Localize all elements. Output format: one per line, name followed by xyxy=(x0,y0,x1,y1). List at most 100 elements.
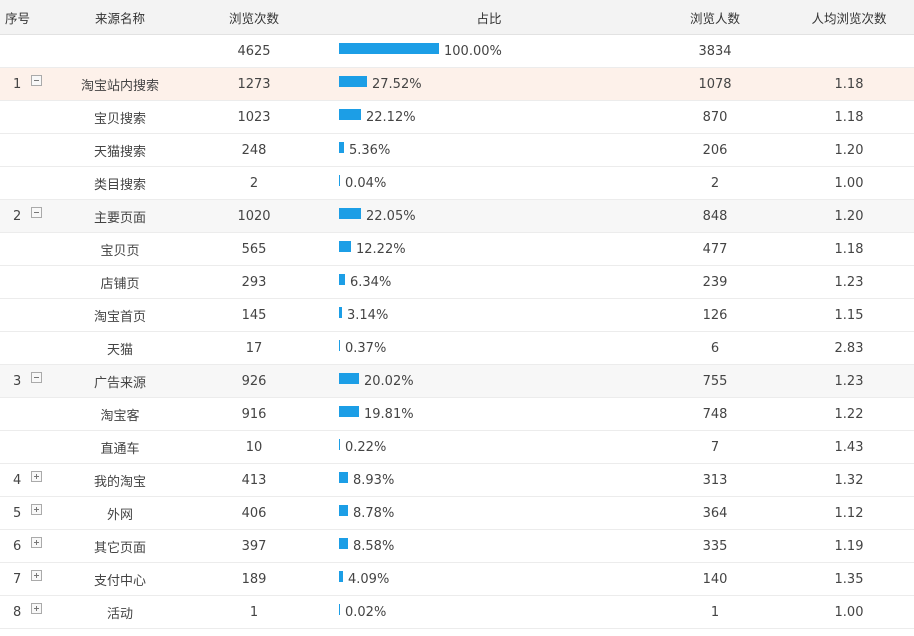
group-row: 1 淘宝站内搜索 1273 27.52% 1078 1.18 xyxy=(0,67,914,101)
column-header-avg-views: 人均浏览次数 xyxy=(784,0,914,35)
share-bar xyxy=(339,537,348,549)
total-avg-cell xyxy=(784,34,914,68)
avg-views-value: 1.32 xyxy=(784,463,914,497)
index-cell xyxy=(0,133,64,167)
collapse-icon[interactable] xyxy=(31,75,42,86)
table-row: 店铺页 293 6.34% 239 1.23 xyxy=(0,265,914,299)
share-percent: 8.93% xyxy=(353,472,395,488)
share-bar xyxy=(339,438,340,450)
index-cell xyxy=(0,430,64,464)
visitors-value: 2 xyxy=(646,166,784,200)
visitors-value: 140 xyxy=(646,562,784,596)
collapse-icon[interactable] xyxy=(31,207,42,218)
source-name: 天猫搜索 xyxy=(64,133,176,167)
share-percent: 8.78% xyxy=(353,505,395,521)
expand-icon[interactable] xyxy=(31,570,42,581)
share-percent: 27.52% xyxy=(372,76,422,92)
avg-views-value: 1.20 xyxy=(784,133,914,167)
share-cell: 8.78% xyxy=(332,496,646,530)
share-cell: 22.05% xyxy=(332,199,646,233)
total-share-cell: 100.00% xyxy=(332,34,646,68)
source-name: 淘宝客 xyxy=(64,397,176,431)
avg-views-value: 1.00 xyxy=(784,595,914,629)
table-row: 宝贝页 565 12.22% 477 1.18 xyxy=(0,232,914,266)
row-index: 4 xyxy=(13,472,22,488)
pageviews-value: 926 xyxy=(176,364,332,398)
share-bar xyxy=(339,570,343,582)
share-bar xyxy=(339,273,345,285)
column-header-visitors: 浏览人数 xyxy=(646,0,784,35)
index-cell xyxy=(0,232,64,266)
expand-icon[interactable] xyxy=(31,471,42,482)
share-percent: 0.04% xyxy=(345,175,387,191)
expand-icon[interactable] xyxy=(31,504,42,515)
avg-views-value: 1.23 xyxy=(784,265,914,299)
visitors-value: 1078 xyxy=(646,67,784,101)
index-cell: 8 xyxy=(0,595,64,629)
visitors-value: 206 xyxy=(646,133,784,167)
share-percent: 4.09% xyxy=(348,571,390,587)
source-name: 天猫 xyxy=(64,331,176,365)
index-cell xyxy=(0,298,64,332)
group-row: 5 外网 406 8.78% 364 1.12 xyxy=(0,496,914,530)
share-cell: 3.14% xyxy=(332,298,646,332)
table-row: 淘宝客 916 19.81% 748 1.22 xyxy=(0,397,914,431)
source-name: 活动 xyxy=(64,595,176,629)
avg-views-value: 1.20 xyxy=(784,199,914,233)
avg-views-value: 1.35 xyxy=(784,562,914,596)
avg-views-value: 1.15 xyxy=(784,298,914,332)
total-visitors: 3834 xyxy=(646,34,784,68)
visitors-value: 313 xyxy=(646,463,784,497)
pageviews-value: 406 xyxy=(176,496,332,530)
share-cell: 5.36% xyxy=(332,133,646,167)
source-name: 淘宝站内搜索 xyxy=(64,67,176,101)
avg-views-value: 1.00 xyxy=(784,166,914,200)
share-bar-track xyxy=(339,207,361,219)
collapse-icon[interactable] xyxy=(31,372,42,383)
visitors-value: 1 xyxy=(646,595,784,629)
index-cell xyxy=(0,397,64,431)
share-cell: 20.02% xyxy=(332,364,646,398)
share-bar xyxy=(339,75,367,87)
index-cell: 3 xyxy=(0,364,64,398)
total-share-bar xyxy=(339,42,439,54)
index-cell xyxy=(0,100,64,134)
source-name: 宝贝页 xyxy=(64,232,176,266)
expand-icon[interactable] xyxy=(31,537,42,548)
row-index: 8 xyxy=(13,604,22,620)
source-name: 宝贝搜索 xyxy=(64,100,176,134)
share-percent: 20.02% xyxy=(364,373,414,389)
expand-icon[interactable] xyxy=(31,603,42,614)
source-name: 支付中心 xyxy=(64,562,176,596)
pageviews-value: 248 xyxy=(176,133,332,167)
total-share-percent: 100.00% xyxy=(444,43,502,59)
share-bar xyxy=(339,240,351,252)
group-row: 6 其它页面 397 8.58% 335 1.19 xyxy=(0,529,914,563)
index-cell: 4 xyxy=(0,463,64,497)
share-cell: 27.52% xyxy=(332,67,646,101)
table-header-row: 序号 来源名称 浏览次数 占比 浏览人数 人均浏览次数 xyxy=(0,0,914,35)
avg-views-value: 1.43 xyxy=(784,430,914,464)
index-cell: 6 xyxy=(0,529,64,563)
visitors-value: 364 xyxy=(646,496,784,530)
share-bar xyxy=(339,339,340,351)
source-name: 店铺页 xyxy=(64,265,176,299)
avg-views-value: 2.83 xyxy=(784,331,914,365)
row-index: 3 xyxy=(13,373,22,389)
group-row: 7 支付中心 189 4.09% 140 1.35 xyxy=(0,562,914,596)
share-cell: 8.58% xyxy=(332,529,646,563)
pageviews-value: 1273 xyxy=(176,67,332,101)
share-bar-track xyxy=(339,141,344,153)
total-share-bar-track xyxy=(339,42,439,54)
share-bar-track xyxy=(339,504,348,516)
share-bar xyxy=(339,405,359,417)
table-row: 类目搜索 2 0.04% 2 1.00 xyxy=(0,166,914,200)
avg-views-value: 1.22 xyxy=(784,397,914,431)
group-row: 8 活动 1 0.02% 1 1.00 xyxy=(0,595,914,629)
avg-views-value: 1.18 xyxy=(784,67,914,101)
total-source-cell xyxy=(64,34,176,68)
share-bar-track xyxy=(339,438,340,450)
share-bar xyxy=(339,504,348,516)
column-header-index: 序号 xyxy=(0,0,64,35)
share-bar xyxy=(339,306,342,318)
